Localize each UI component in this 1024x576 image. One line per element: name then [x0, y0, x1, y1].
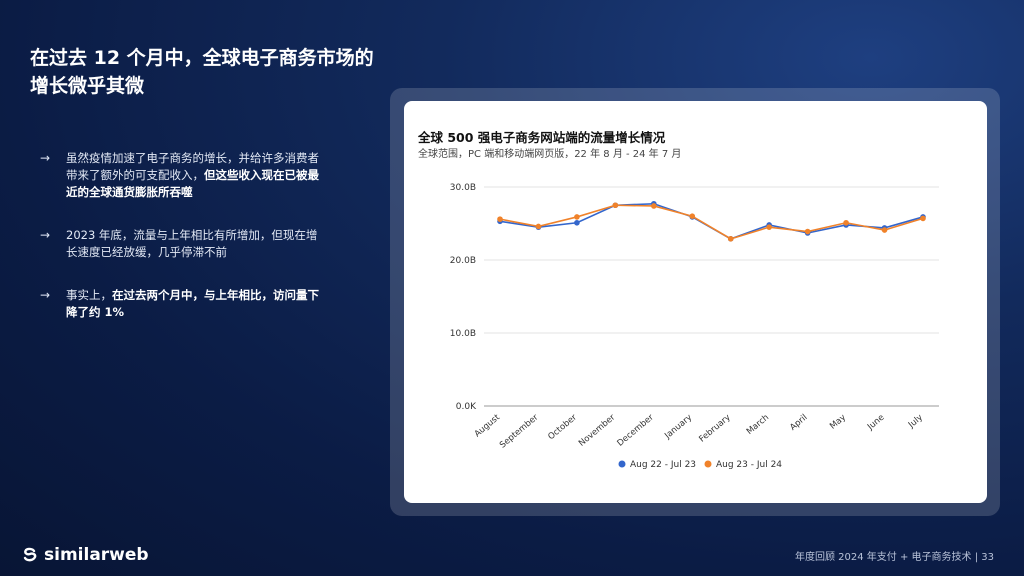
y-tick-label: 20.0B: [450, 256, 476, 266]
data-point: [727, 236, 734, 242]
data-point: [612, 202, 619, 209]
data-point: [689, 213, 696, 219]
x-tick-label: January: [662, 413, 694, 442]
bullet-text: 虽然疫情加速了电子商务的增长，并给许多消费者带来了额外的可支配收入，但这些收入现…: [66, 150, 320, 201]
footer-text: 年度回顾 2024 年支付 + 电子商务技术 | 33: [795, 552, 994, 563]
arrow-icon: →: [40, 151, 51, 165]
brand-logo: similarweb: [22, 545, 149, 565]
arrow-icon: →: [40, 228, 51, 242]
chart-card: 全球 500 强电子商务网站端的流量增长情况 全球范围，PC 端和移动端网页版，…: [404, 101, 987, 503]
data-point: [766, 224, 772, 230]
bullet-bold-text: 但这些收入现在已被最近的全球通货膨胀所吞噬: [66, 168, 319, 199]
x-tick-label: October: [546, 412, 579, 442]
series-line: [499, 202, 924, 240]
bullet-plain-text: 2023 年底，流量与上年相比有所增加，但现在增长速度已经放缓，几乎停滞不前: [66, 228, 318, 259]
data-point: [804, 228, 811, 235]
bullet-item: → 事实上，在过去两个月中，与上年相比，访问量下降了约 1%: [40, 287, 320, 321]
y-tick-label: 0.0K: [456, 402, 477, 412]
slide-title: 在过去 12 个月中，全球电子商务市场的增长微乎其微: [30, 47, 374, 97]
legend-label: Aug 23 - Jul 24: [716, 460, 782, 470]
arrow-icon: →: [40, 288, 51, 302]
bullet-plain-text: 虽然疫情加速了电子商务的增长，并给许多消费者带来了额外的可支配收入，: [66, 151, 319, 182]
bullet-bold-text: 在过去两个月中，与上年相比，访问量下降了约 1%: [66, 288, 319, 319]
y-tick-label: 30.0B: [450, 183, 476, 193]
bullet-list: → 虽然疫情加速了电子商务的增长，并给许多消费者带来了额外的可支配收入，但这些收…: [40, 150, 320, 347]
data-point: [574, 214, 580, 220]
legend-label: Aug 22 - Jul 23: [630, 460, 696, 470]
bullet-item: → 2023 年底，流量与上年相比有所增加，但现在增长速度已经放缓，几乎停滞不前: [40, 227, 320, 261]
x-tick-label: March: [745, 413, 771, 437]
data-point: [651, 203, 657, 209]
y-tick-label: 10.0B: [450, 329, 476, 339]
x-tick-label: July: [906, 413, 925, 431]
similarweb-logo-icon: [23, 547, 37, 562]
bullet-text: 2023 年底，流量与上年相比有所增加，但现在增长速度已经放缓，几乎停滞不前: [66, 227, 320, 261]
data-point: [843, 219, 849, 226]
data-point: [881, 227, 888, 233]
x-tick-label: June: [865, 413, 886, 433]
data-point: [497, 216, 503, 222]
bullet-item: → 虽然疫情加速了电子商务的增长，并给许多消费者带来了额外的可支配收入，但这些收…: [40, 150, 320, 201]
x-tick-label: December: [616, 412, 657, 448]
x-tick-label: August: [473, 412, 503, 439]
x-tick-label: November: [577, 412, 618, 448]
x-tick-label: February: [697, 413, 732, 445]
bullet-plain-text: 事实上，: [66, 288, 112, 302]
data-point: [535, 223, 542, 230]
data-point: [574, 219, 580, 226]
brand-name: similarweb: [44, 545, 149, 565]
legend-marker: [704, 460, 712, 468]
series-line: [499, 204, 924, 240]
x-tick-label: September: [498, 412, 541, 450]
x-tick-label: April: [788, 413, 809, 433]
chart-title: 全球 500 强电子商务网站端的流量增长情况: [418, 130, 666, 145]
data-point: [920, 215, 926, 222]
bullet-text: 事实上，在过去两个月中，与上年相比，访问量下降了约 1%: [66, 287, 320, 321]
x-tick-label: May: [828, 413, 848, 432]
legend-marker: [618, 460, 626, 468]
chart-subtitle: 全球范围，PC 端和移动端网页版，22 年 8 月 - 24 年 7 月: [418, 149, 682, 160]
